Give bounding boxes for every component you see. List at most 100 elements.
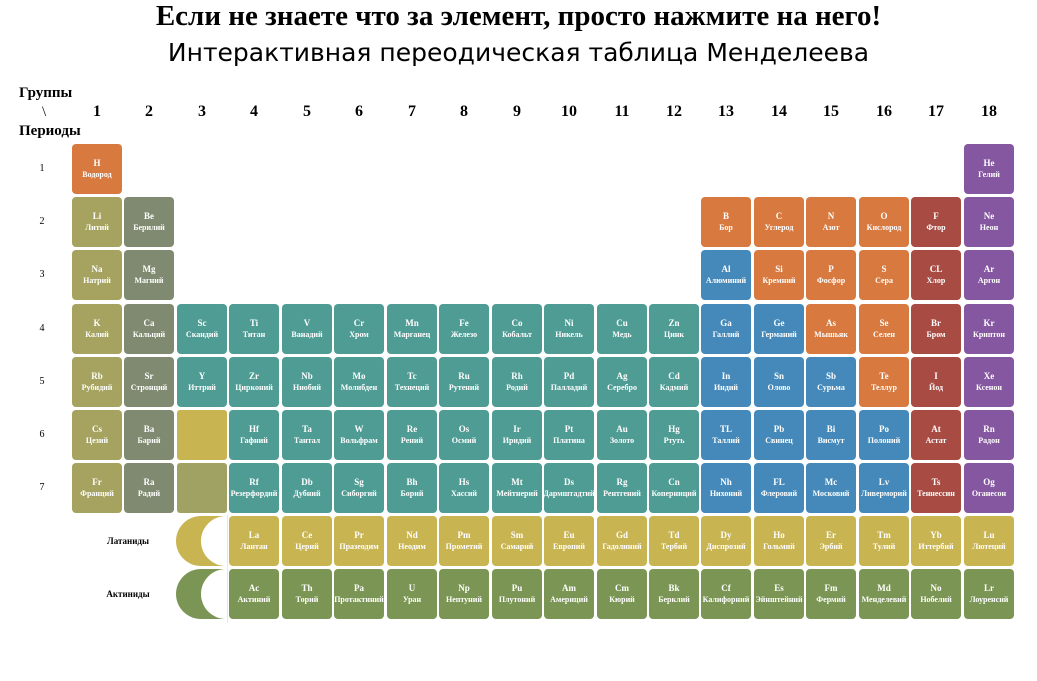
element-cell[interactable]: Zr Цирконий bbox=[229, 357, 279, 407]
element-cell[interactable]: Ds Дармштадтий bbox=[543, 463, 595, 513]
element-cell[interactable]: Ho Гольмий bbox=[754, 516, 804, 566]
element-cell[interactable]: Mg Магний bbox=[124, 250, 174, 300]
element-cell[interactable]: V Ванадий bbox=[282, 304, 332, 354]
element-cell[interactable]: Dy Диспрозий bbox=[701, 516, 751, 566]
element-cell[interactable]: Kr Криптон bbox=[964, 304, 1014, 354]
element-cell[interactable]: Co Кобальт bbox=[492, 304, 542, 354]
element-cell[interactable]: Ra Радий bbox=[124, 463, 174, 513]
element-cell[interactable]: Ru Рутений bbox=[439, 357, 489, 407]
element-cell[interactable]: Lr Лоуренсий bbox=[964, 569, 1014, 619]
element-cell[interactable]: U Уран bbox=[387, 569, 437, 619]
element-cell[interactable]: Br Бром bbox=[911, 304, 961, 354]
element-cell[interactable]: At Астат bbox=[911, 410, 961, 460]
element-cell[interactable]: Og Оганесон bbox=[964, 463, 1014, 513]
element-cell[interactable]: FL Флеровий bbox=[754, 463, 804, 513]
element-cell[interactable]: Er Эрбий bbox=[806, 516, 856, 566]
element-cell[interactable]: Lu Лютеций bbox=[964, 516, 1014, 566]
element-cell[interactable]: Rg Рентгений bbox=[597, 463, 647, 513]
element-cell[interactable]: Sm Самарий bbox=[492, 516, 542, 566]
element-cell[interactable]: I Йод bbox=[911, 357, 961, 407]
element-cell[interactable]: He Гелий bbox=[964, 144, 1014, 194]
element-cell[interactable]: Cn Коперниций bbox=[649, 463, 699, 513]
element-cell[interactable]: Rb Рубидий bbox=[72, 357, 122, 407]
element-cell[interactable]: Fe Железо bbox=[439, 304, 489, 354]
element-cell[interactable]: Cr Хром bbox=[334, 304, 384, 354]
element-cell[interactable]: Sb Сурьма bbox=[806, 357, 856, 407]
element-cell[interactable]: Bh Борий bbox=[387, 463, 437, 513]
element-cell[interactable]: C Углерод bbox=[754, 197, 804, 247]
element-cell[interactable]: Lv Ливерморий bbox=[859, 463, 909, 513]
element-cell[interactable]: Ne Неон bbox=[964, 197, 1014, 247]
element-cell[interactable]: Cu Медь bbox=[597, 304, 647, 354]
element-cell[interactable]: As Мышьяк bbox=[806, 304, 856, 354]
element-cell[interactable]: Po Полоний bbox=[859, 410, 909, 460]
element-cell[interactable]: Bi Висмут bbox=[806, 410, 856, 460]
element-cell[interactable]: Ac Актиний bbox=[229, 569, 279, 619]
element-cell[interactable]: La Лантан bbox=[229, 516, 279, 566]
element-cell[interactable]: Nb Ниобий bbox=[282, 357, 332, 407]
element-cell[interactable]: Eu Европий bbox=[544, 516, 594, 566]
element-cell[interactable]: Pa Протактиний bbox=[334, 569, 384, 619]
element-cell[interactable]: H Водород bbox=[72, 144, 122, 194]
element-cell[interactable]: Md Менделевий bbox=[859, 569, 909, 619]
element-cell[interactable]: Nh Нихоний bbox=[701, 463, 751, 513]
element-cell[interactable]: Hg Ртуть bbox=[649, 410, 699, 460]
element-cell[interactable]: No Нобелий bbox=[911, 569, 961, 619]
element-cell[interactable]: B Бор bbox=[701, 197, 751, 247]
element-cell[interactable]: Sn Олово bbox=[754, 357, 804, 407]
element-cell[interactable]: S Сера bbox=[859, 250, 909, 300]
element-cell[interactable]: Ag Серебро bbox=[597, 357, 647, 407]
element-cell[interactable]: Os Осмий bbox=[439, 410, 489, 460]
element-cell[interactable]: Cs Цезий bbox=[72, 410, 122, 460]
element-cell[interactable]: Cd Кадмий bbox=[649, 357, 699, 407]
element-cell[interactable]: TL Таллий bbox=[701, 410, 751, 460]
element-cell[interactable]: K Калий bbox=[72, 304, 122, 354]
element-cell[interactable]: Ir Иридий bbox=[492, 410, 542, 460]
element-cell[interactable]: Sc Скандий bbox=[177, 304, 227, 354]
element-cell[interactable]: Pu Плутоний bbox=[492, 569, 542, 619]
element-cell[interactable]: Y Иттрий bbox=[177, 357, 227, 407]
element-cell[interactable]: Db Дубний bbox=[282, 463, 332, 513]
element-cell[interactable]: Pm Прометий bbox=[439, 516, 489, 566]
element-cell[interactable]: Bk Берклий bbox=[649, 569, 699, 619]
element-cell[interactable]: Es Эйнштейний bbox=[754, 569, 804, 619]
element-cell[interactable]: Rh Родий bbox=[492, 357, 542, 407]
element-cell[interactable]: Fm Фермий bbox=[806, 569, 856, 619]
element-cell[interactable]: Te Теллур bbox=[859, 357, 909, 407]
element-cell[interactable]: CL Хлор bbox=[911, 250, 961, 300]
element-cell[interactable]: Be Берилий bbox=[124, 197, 174, 247]
element-cell[interactable]: Sg Сиборгий bbox=[334, 463, 384, 513]
element-cell[interactable]: Tm Тулий bbox=[859, 516, 909, 566]
element-cell[interactable]: Pr Празеодим bbox=[334, 516, 384, 566]
element-cell[interactable]: Ta Тантал bbox=[282, 410, 332, 460]
element-cell[interactable]: W Вольфрам bbox=[334, 410, 384, 460]
element-cell[interactable]: Rf Резерфордий bbox=[229, 463, 279, 513]
lanthanides-slot[interactable] bbox=[177, 410, 227, 460]
element-cell[interactable]: Pt Платина bbox=[544, 410, 594, 460]
element-cell[interactable]: Li Литий bbox=[72, 197, 122, 247]
element-cell[interactable]: Se Селен bbox=[859, 304, 909, 354]
element-cell[interactable]: Ge Германий bbox=[754, 304, 804, 354]
element-cell[interactable]: Pb Свинец bbox=[754, 410, 804, 460]
element-cell[interactable]: Al Алюминий bbox=[701, 250, 751, 300]
element-cell[interactable]: N Азот bbox=[806, 197, 856, 247]
element-cell[interactable]: Am Америций bbox=[544, 569, 594, 619]
element-cell[interactable]: Au Золото bbox=[597, 410, 647, 460]
element-cell[interactable]: F Фтор bbox=[911, 197, 961, 247]
element-cell[interactable]: Th Торий bbox=[282, 569, 332, 619]
element-cell[interactable]: P Фосфор bbox=[806, 250, 856, 300]
element-cell[interactable]: In Индий bbox=[701, 357, 751, 407]
element-cell[interactable]: Ba Барий bbox=[124, 410, 174, 460]
element-cell[interactable]: Ce Церий bbox=[282, 516, 332, 566]
element-cell[interactable]: Hf Гафний bbox=[229, 410, 279, 460]
element-cell[interactable]: Re Рений bbox=[387, 410, 437, 460]
element-cell[interactable]: Zn Цинк bbox=[649, 304, 699, 354]
element-cell[interactable]: Nd Неодим bbox=[387, 516, 437, 566]
element-cell[interactable]: Ga Галлий bbox=[701, 304, 751, 354]
element-cell[interactable]: Cf Калифорний bbox=[701, 569, 751, 619]
element-cell[interactable]: Td Тербий bbox=[649, 516, 699, 566]
element-cell[interactable]: Mc Московий bbox=[806, 463, 856, 513]
element-cell[interactable]: Mn Марганец bbox=[387, 304, 437, 354]
element-cell[interactable]: Mo Молибден bbox=[334, 357, 384, 407]
element-cell[interactable]: Ti Титан bbox=[229, 304, 279, 354]
